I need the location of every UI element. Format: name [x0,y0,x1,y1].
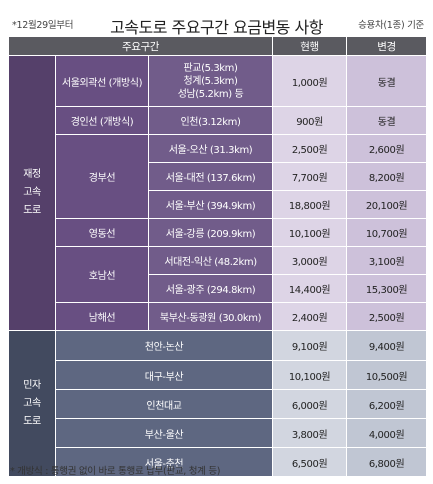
category-jaejeong: 재정 고속 도로 [8,55,56,331]
page-title: 고속도로 주요구간 요금변동 사항 [110,18,323,37]
table-row: 경부선 서울-오산 (31.3km) 2,500원 2,600원 [9,134,428,219]
changed-toll: 동결 [346,106,428,135]
category-label: 재정 [23,169,41,180]
changed-toll: 10,700원 [346,218,428,247]
table-row: 서울-부산 (394.9km) 18,800원 20,100원 [9,190,428,219]
changed-toll: 8,200원 [346,162,428,191]
header-current: 현행 [272,36,348,56]
section-line: 성남(5.2km) 등 [177,88,244,100]
changed-toll: 9,400원 [346,330,428,361]
current-toll: 18,800원 [272,190,348,219]
category-label: 도로 [23,205,41,216]
header-section: 주요구간 [7,36,274,56]
current-toll: 1,000원 [272,55,348,107]
table-row: 재정 고속 도로 서울외곽선 (개방식) 판교(5.3km) 청계(5.3km)… [8,55,428,331]
changed-toll: 10,500원 [346,360,428,390]
current-toll: 10,100원 [272,360,348,390]
road-name: 영동선 [55,218,149,247]
section-name: 천안-논산 [54,330,274,361]
section-name: 서대전-익산 (48.2km) [147,246,274,275]
section-name: 서울-부산 (394.9km) [147,190,274,219]
section-name: 서울-강릉 (209.9km) [147,218,274,247]
changed-toll: 15,300원 [346,274,428,303]
current-toll: 3,000원 [272,246,348,275]
table-row: 서울-광주 (294.8km) 14,400원 15,300원 [9,274,428,303]
current-toll: 9,100원 [272,330,348,361]
changed-toll: 2,600원 [346,134,428,163]
current-toll: 6,500원 [272,447,348,477]
current-toll: 900원 [272,106,348,135]
date-note: *12월29일부터 [12,20,74,31]
current-toll: 6,000원 [272,389,348,419]
section-line: 청계(5.3km) [183,75,238,87]
footnote: * 개방식 : 통행권 없이 바로 통행료 납부(판교, 청계 등) [10,466,221,477]
changed-toll: 동결 [346,55,428,107]
section-name: 서울-오산 (31.3km) [147,134,274,163]
current-toll: 2,500원 [272,134,348,163]
section-name: 북부산-동광원 (30.0km) [147,302,274,331]
section-name: 서울-대전 (137.6km) [147,162,274,191]
changed-toll: 3,100원 [346,246,428,275]
section-name: 서울-광주 (294.8km) [147,274,274,303]
table-row: 서울-춘천 6,500원 6,800원 [9,447,428,477]
changed-toll: 4,000원 [346,418,428,448]
category-label: 도로 [23,415,41,427]
changed-toll: 6,200원 [346,389,428,419]
current-toll: 7,700원 [272,162,348,191]
table-row: 영동선 서울-강릉 (209.9km) 10,100원 10,700원 [9,218,428,247]
section-name: 판교(5.3km) 청계(5.3km) 성남(5.2km) 등 [147,55,274,107]
current-toll: 10,100원 [272,218,348,247]
category-label: 고속 [23,187,41,198]
category-label: 민자 [23,379,41,391]
basis-note: 승용차(1종) 기준 [358,20,424,31]
changed-toll: 20,100원 [346,190,428,219]
table-row: 민자 고속 도로 천안-논산 9,100원 9,400원 [8,330,428,477]
section-name: 서울-춘천 [54,447,274,477]
category-label: 고속 [23,397,41,409]
header-changed: 변경 [346,36,428,56]
table-row: 부산-울산 3,800원 4,000원 [9,418,428,448]
changed-toll: 2,500원 [346,302,428,331]
section-name: 대구-부산 [54,360,274,390]
road-name: 경인선 (개방식) [55,106,149,135]
current-toll: 14,400원 [272,274,348,303]
road-name: 경부선 [55,134,149,219]
road-name: 서울외곽선 (개방식) [55,55,149,107]
road-name: 호남선 [55,246,149,303]
section-name: 부산-울산 [54,418,274,448]
table-row: 호남선 서대전-익산 (48.2km) 3,000원 3,100원 [9,246,428,303]
table-row: 서울-대전 (137.6km) 7,700원 8,200원 [9,162,428,191]
table-header: 주요구간 현행 변경 [7,36,428,56]
section-name: 인천대교 [54,389,274,419]
current-toll: 3,800원 [272,418,348,448]
road-name: 남해선 [55,302,149,331]
current-toll: 2,400원 [272,302,348,331]
table-row: 남해선 북부산-동광원 (30.0km) 2,400원 2,500원 [9,302,428,331]
table-row: 대구-부산 10,100원 10,500원 [9,360,428,390]
toll-table: 주요구간 현행 변경 재정 고속 도로 서울외곽선 (개방식) 판교(5.3km… [7,36,428,477]
table-row: 경인선 (개방식) 인천(3.12km) 900원 동결 [9,106,428,135]
category-minja: 민자 고속 도로 [8,330,56,477]
section-name: 인천(3.12km) [147,106,274,135]
table-row: 인천대교 6,000원 6,200원 [9,389,428,419]
section-line: 판교(5.3km) [183,62,238,74]
changed-toll: 6,800원 [346,447,428,477]
